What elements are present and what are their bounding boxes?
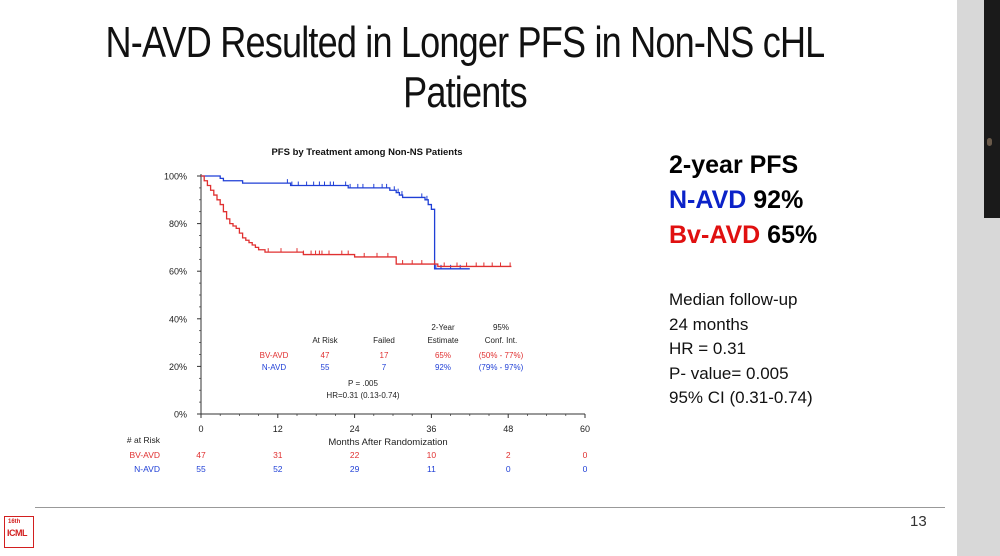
pfs-summary: 2-year PFS N-AVD 92% Bv-AVD 65% — [669, 148, 817, 253]
at-risk-cell: 10 — [427, 450, 437, 460]
bvavd-value: 65% — [767, 221, 818, 249]
inset-header: At Risk — [312, 336, 338, 345]
at-risk-cell: 22 — [350, 450, 360, 460]
at-risk-cell: 29 — [350, 464, 360, 474]
slide: N-AVD Resulted in Longer PFS in Non-NS c… — [4, 18, 945, 548]
at-risk-cell: 47 — [196, 450, 206, 460]
at-risk-cell: 0 — [583, 450, 588, 460]
chart-title: PFS by Treatment among Non-NS Patients — [271, 147, 462, 158]
footer-divider — [35, 507, 945, 508]
x-tick-label: 36 — [426, 424, 436, 434]
inset-p-value: P = .005 — [348, 379, 378, 388]
stat-line: 24 months — [669, 314, 749, 334]
chart-axes: 0% 20% 40% 60% 80% 100% 0 12 24 36 48 60 — [164, 172, 590, 435]
summary-navd: N-AVD 92% — [669, 183, 817, 218]
bvavd-label: Bv-AVD — [669, 221, 761, 249]
navd-label: N-AVD — [669, 186, 747, 214]
page-number: 13 — [910, 513, 927, 530]
inset-cell: 47 — [321, 351, 330, 360]
y-tick-label: 20% — [169, 362, 187, 372]
stat-line: Median follow-up — [669, 290, 798, 309]
y-tick-label: 40% — [169, 314, 187, 324]
inset-cell: 55 — [321, 363, 330, 372]
inset-cell: 17 — [380, 351, 389, 360]
x-tick-label: 60 — [580, 424, 590, 434]
stats-list: Median follow-up 24 months HR = 0.31 P- … — [669, 288, 813, 411]
inset-header: 2-Year — [431, 323, 455, 332]
at-risk-row-label: BV-AVD — [129, 450, 160, 460]
inset-cell: (50% - 77%) — [479, 351, 524, 360]
summary-heading: 2-year PFS — [669, 151, 799, 179]
inset-row-label: BV-AVD — [260, 351, 289, 360]
km-curve-n-avd — [201, 175, 470, 270]
summary-bvavd: Bv-AVD 65% — [669, 218, 817, 253]
at-risk-cell: 2 — [506, 450, 511, 460]
inset-row-label: N-AVD — [262, 363, 287, 372]
x-tick-label: 0 — [198, 424, 203, 434]
video-strip — [984, 0, 1000, 218]
icml-logo: 16th ICML — [4, 516, 34, 548]
x-tick-label: 24 — [350, 424, 360, 434]
at-risk-table: # at Risk BV-AVD 47 31 22 10 2 0 N-AVD 55 52 29 11 0 0 — [127, 435, 588, 474]
x-axis-label: Months After Randomization — [328, 437, 447, 448]
inset-subheader: Estimate — [427, 336, 459, 345]
stat-line: HR = 0.31 — [669, 339, 747, 358]
at-risk-cell: 31 — [273, 450, 283, 460]
y-tick-label: 100% — [164, 172, 187, 182]
inset-header: 95% — [493, 323, 509, 332]
chart-series — [201, 175, 512, 270]
y-tick-label: 60% — [169, 267, 187, 277]
y-tick-label: 0% — [174, 410, 187, 420]
navd-value: 92% — [753, 186, 804, 214]
stat-line: 95% CI (0.31-0.74) — [669, 388, 813, 407]
inset-cell: 92% — [435, 363, 451, 372]
at-risk-cell: 0 — [506, 464, 511, 474]
x-tick-label: 12 — [273, 424, 283, 434]
at-risk-heading: # at Risk — [127, 435, 161, 445]
inset-table: At Risk Failed 2-Year 95% Estimate Conf. Int.… — [260, 323, 524, 400]
title-line-1: N-AVD Resulted in Longer PFS in Non-NS c… — [105, 18, 826, 67]
inset-hr: HR=0.31 (0.13-0.74) — [326, 391, 399, 400]
at-risk-cell: 0 — [583, 464, 588, 474]
pfs-chart: PFS by Treatment among Non-NS Patients 0… — [127, 147, 590, 474]
at-risk-cell: 11 — [427, 464, 436, 474]
at-risk-row-label: N-AVD — [134, 464, 160, 474]
at-risk-cell: 52 — [273, 464, 283, 474]
x-tick-label: 48 — [503, 424, 513, 434]
inset-subheader: Conf. Int. — [485, 336, 517, 345]
at-risk-cell: 55 — [196, 464, 206, 474]
km-curve-bv-avd — [201, 175, 512, 268]
inset-cell: 7 — [382, 363, 387, 372]
y-tick-label: 80% — [169, 219, 187, 229]
inset-header: Failed — [373, 336, 395, 345]
inset-cell: (79% - 97%) — [479, 363, 524, 372]
window-edge — [957, 0, 1000, 556]
stat-line: P- value= 0.005 — [669, 363, 789, 383]
inset-cell: 65% — [435, 351, 451, 360]
title-line-2: Patients — [403, 68, 528, 117]
slide-title: N-AVD Resulted in Longer PFS in Non-NS c… — [100, 18, 830, 118]
